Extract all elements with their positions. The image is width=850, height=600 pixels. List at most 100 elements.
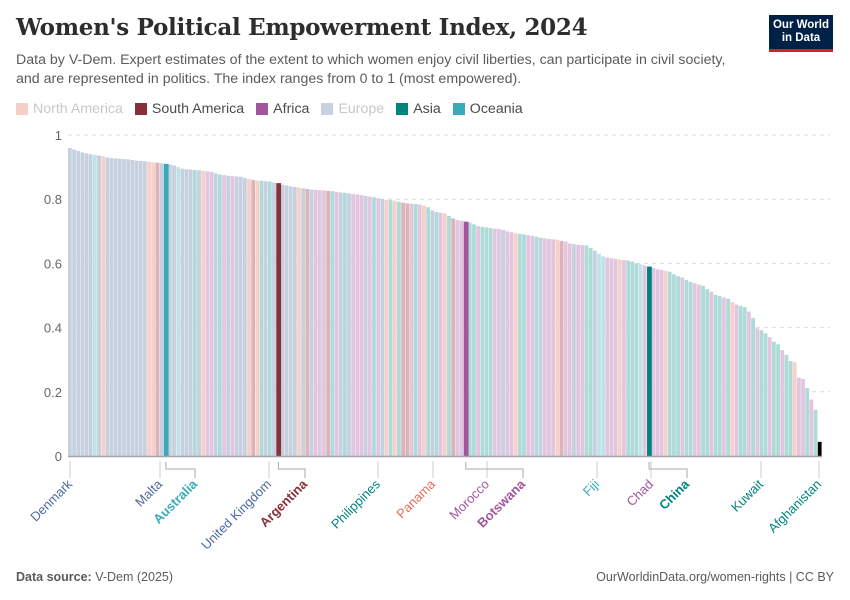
bar[interactable] bbox=[351, 194, 356, 456]
bar[interactable] bbox=[809, 399, 814, 457]
bar[interactable] bbox=[634, 263, 639, 456]
bar[interactable] bbox=[80, 152, 85, 456]
bar[interactable] bbox=[505, 231, 510, 456]
bar[interactable] bbox=[747, 311, 751, 456]
bar[interactable] bbox=[701, 285, 705, 456]
bar[interactable] bbox=[438, 212, 443, 456]
bar[interactable] bbox=[222, 175, 226, 457]
x-label-afghanistan[interactable]: Afghanistan bbox=[765, 461, 824, 536]
bar[interactable] bbox=[530, 235, 535, 456]
bar[interactable] bbox=[267, 181, 272, 457]
bar[interactable] bbox=[488, 228, 493, 456]
highlighted-bar-china[interactable] bbox=[647, 266, 652, 456]
bar[interactable] bbox=[322, 190, 326, 456]
bar[interactable] bbox=[397, 201, 401, 456]
bar[interactable] bbox=[455, 220, 460, 456]
bar[interactable] bbox=[780, 350, 785, 456]
bar[interactable] bbox=[476, 226, 481, 456]
bar[interactable] bbox=[759, 330, 764, 456]
bar[interactable] bbox=[659, 269, 664, 456]
x-label-chad[interactable]: Chad bbox=[624, 461, 657, 509]
highlighted-bar-botswana[interactable] bbox=[463, 221, 469, 456]
bar[interactable] bbox=[542, 238, 547, 456]
bar[interactable] bbox=[317, 190, 322, 456]
bar[interactable] bbox=[155, 162, 160, 457]
bar[interactable] bbox=[534, 236, 539, 456]
bar[interactable] bbox=[313, 189, 318, 456]
bar[interactable] bbox=[384, 199, 389, 456]
bar[interactable] bbox=[255, 180, 260, 456]
bar[interactable] bbox=[172, 165, 176, 457]
bar[interactable] bbox=[617, 259, 622, 456]
bar[interactable] bbox=[592, 250, 597, 456]
bar[interactable] bbox=[692, 283, 697, 456]
bar[interactable] bbox=[576, 244, 580, 456]
bar[interactable] bbox=[772, 341, 776, 456]
bar[interactable] bbox=[205, 171, 210, 456]
bar[interactable] bbox=[422, 205, 426, 456]
bar[interactable] bbox=[572, 244, 576, 456]
bar[interactable] bbox=[622, 260, 626, 456]
bar[interactable] bbox=[763, 333, 768, 456]
owid-logo[interactable]: Our World in Data bbox=[769, 15, 833, 52]
bar[interactable] bbox=[767, 337, 772, 456]
bar[interactable] bbox=[355, 194, 360, 456]
bar[interactable] bbox=[742, 307, 747, 456]
bar[interactable] bbox=[363, 195, 368, 457]
bar[interactable] bbox=[801, 378, 805, 456]
bar[interactable] bbox=[130, 160, 135, 457]
bar[interactable] bbox=[109, 158, 114, 457]
bar[interactable] bbox=[113, 158, 118, 456]
bar[interactable] bbox=[180, 168, 185, 456]
bar[interactable] bbox=[342, 192, 347, 456]
bar[interactable] bbox=[655, 269, 660, 456]
x-label-fiji[interactable]: Fiji bbox=[580, 461, 602, 499]
bar[interactable] bbox=[805, 387, 810, 456]
bar[interactable] bbox=[247, 178, 251, 457]
bar[interactable] bbox=[755, 328, 760, 456]
bar[interactable] bbox=[401, 202, 406, 456]
bar[interactable] bbox=[642, 265, 647, 456]
bar[interactable] bbox=[213, 173, 218, 456]
bar[interactable] bbox=[813, 409, 818, 456]
bar[interactable] bbox=[584, 245, 589, 456]
bar[interactable] bbox=[580, 245, 585, 456]
bar[interactable] bbox=[142, 161, 147, 456]
bar[interactable] bbox=[413, 204, 418, 456]
bar[interactable] bbox=[263, 181, 268, 456]
bar[interactable] bbox=[459, 220, 464, 456]
legend-item-south-america[interactable]: South America bbox=[134, 101, 244, 117]
bar[interactable] bbox=[680, 277, 685, 456]
legend-item-africa[interactable]: Africa bbox=[256, 101, 309, 117]
bar[interactable] bbox=[567, 243, 572, 457]
bar[interactable] bbox=[705, 289, 710, 456]
bar[interactable] bbox=[151, 162, 156, 456]
bar[interactable] bbox=[417, 204, 422, 456]
bar[interactable] bbox=[230, 176, 235, 456]
bar[interactable] bbox=[663, 270, 668, 456]
bar[interactable] bbox=[751, 317, 755, 456]
bar[interactable] bbox=[638, 264, 643, 456]
bar[interactable] bbox=[613, 258, 618, 456]
bar[interactable] bbox=[467, 222, 472, 456]
bar[interactable] bbox=[492, 228, 497, 456]
bar[interactable] bbox=[238, 176, 243, 457]
bar[interactable] bbox=[630, 261, 635, 456]
x-label-kuwait[interactable]: Kuwait bbox=[728, 461, 766, 515]
bar[interactable] bbox=[559, 240, 564, 456]
bar[interactable] bbox=[547, 239, 551, 456]
bar[interactable] bbox=[101, 156, 106, 456]
bar[interactable] bbox=[722, 297, 726, 456]
bar[interactable] bbox=[588, 247, 593, 456]
bar[interactable] bbox=[472, 224, 476, 456]
bar[interactable] bbox=[234, 176, 239, 456]
bar[interactable] bbox=[280, 184, 285, 456]
bar[interactable] bbox=[442, 213, 447, 456]
bar[interactable] bbox=[713, 294, 718, 456]
bar[interactable] bbox=[784, 354, 789, 456]
bar[interactable] bbox=[376, 198, 381, 457]
bar[interactable] bbox=[688, 282, 693, 456]
bar[interactable] bbox=[159, 163, 164, 456]
bar[interactable] bbox=[367, 196, 372, 456]
bar[interactable] bbox=[242, 178, 247, 456]
